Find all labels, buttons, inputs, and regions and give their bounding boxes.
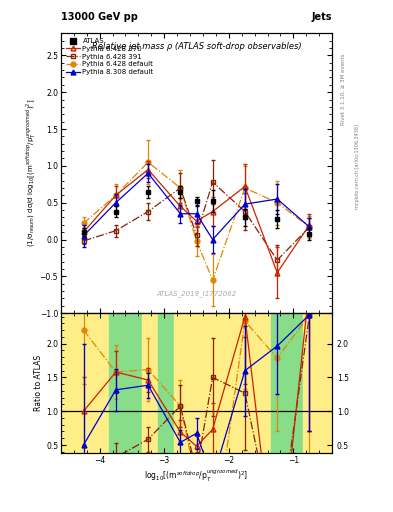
Y-axis label: (1/σ$_{resum}$) dσ/d log$_{10}$[(m$^{soft drop}$/p$_T^{ungroomed}$)$^2$]: (1/σ$_{resum}$) dσ/d log$_{10}$[(m$^{sof… [25, 99, 38, 247]
Legend: ATLAS, Pythia 6.428 370, Pythia 6.428 391, Pythia 6.428 default, Pythia 8.308 de: ATLAS, Pythia 6.428 370, Pythia 6.428 39… [64, 37, 155, 76]
Text: Rivet 3.1.10, ≥ 3M events: Rivet 3.1.10, ≥ 3M events [341, 54, 346, 125]
Text: Relative jet mass ρ (ATLAS soft-drop observables): Relative jet mass ρ (ATLAS soft-drop obs… [92, 41, 301, 51]
Y-axis label: Ratio to ATLAS: Ratio to ATLAS [34, 355, 43, 411]
Bar [93, 313, 109, 453]
Bar [61, 313, 93, 453]
Text: Jets: Jets [312, 12, 332, 22]
X-axis label: log$_{10}$[(m$^{soft drop}$/p$_T^{ungroomed}$)$^2$]: log$_{10}$[(m$^{soft drop}$/p$_T^{ungroo… [144, 467, 249, 484]
Bar [239, 313, 271, 453]
Bar [303, 313, 332, 453]
Bar [174, 313, 206, 453]
Text: 13000 GeV pp: 13000 GeV pp [61, 12, 138, 22]
Bar [206, 313, 239, 453]
Text: mcplots.cern.ch [arXiv:1306.3436]: mcplots.cern.ch [arXiv:1306.3436] [355, 124, 360, 209]
Bar [141, 313, 158, 453]
Bar [158, 313, 174, 453]
Bar [109, 313, 141, 453]
Text: ATLAS_2019_I1772062: ATLAS_2019_I1772062 [156, 290, 237, 297]
Bar [271, 313, 303, 453]
